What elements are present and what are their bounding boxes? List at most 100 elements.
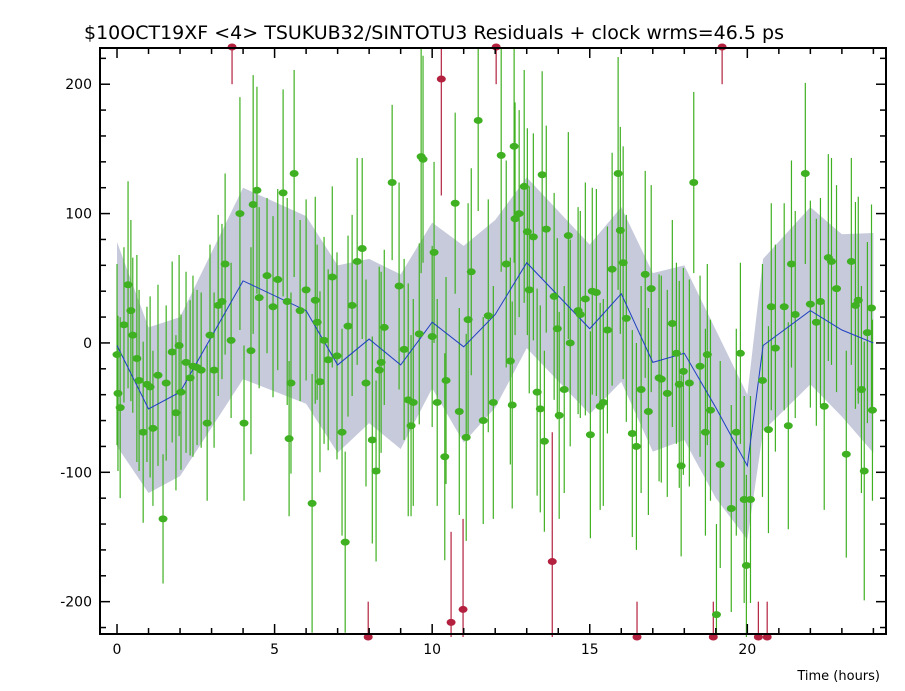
data-point xyxy=(671,349,681,357)
data-point xyxy=(826,257,836,265)
data-point xyxy=(509,142,519,150)
data-point xyxy=(408,398,418,406)
data-point xyxy=(853,296,863,304)
data-point xyxy=(621,314,631,322)
data-point xyxy=(239,419,249,427)
data-point xyxy=(779,303,789,311)
data-point xyxy=(615,226,625,234)
data-point xyxy=(563,232,573,240)
data-point xyxy=(731,428,741,436)
data-point xyxy=(429,248,439,256)
data-point xyxy=(286,379,296,387)
data-point xyxy=(343,322,353,330)
data-point xyxy=(766,303,776,311)
data-point xyxy=(441,376,451,384)
data-point xyxy=(559,386,569,394)
data-point xyxy=(387,179,397,187)
data-point xyxy=(145,383,155,391)
x-tick-label: 10 xyxy=(423,642,441,658)
data-point xyxy=(846,257,856,265)
data-point xyxy=(126,307,136,315)
data-point xyxy=(473,116,483,124)
data-point xyxy=(591,288,601,296)
data-point xyxy=(549,292,559,300)
data-point xyxy=(770,344,780,352)
data-point xyxy=(167,348,177,356)
data-point xyxy=(414,330,424,338)
data-point xyxy=(815,298,825,306)
data-point xyxy=(406,422,416,430)
data-point xyxy=(148,424,158,432)
data-point xyxy=(627,429,637,437)
data-point xyxy=(613,169,623,177)
data-point xyxy=(514,210,524,218)
data-point xyxy=(374,366,384,374)
data-point xyxy=(528,233,538,241)
data-point xyxy=(532,388,542,396)
data-point xyxy=(805,300,815,308)
data-point xyxy=(161,379,171,387)
data-point xyxy=(618,259,628,267)
data-point xyxy=(284,435,294,443)
data-point xyxy=(427,332,437,340)
data-point xyxy=(248,201,258,209)
outlier-point xyxy=(436,75,446,83)
data-point xyxy=(678,367,688,375)
outlier-point xyxy=(632,633,642,641)
y-tick-label: 100 xyxy=(65,207,92,223)
data-point xyxy=(450,199,460,207)
data-point xyxy=(483,312,493,320)
data-point xyxy=(371,467,381,475)
data-point xyxy=(667,320,677,328)
data-point xyxy=(315,378,325,386)
data-point xyxy=(783,422,793,430)
data-point xyxy=(466,268,476,276)
data-point xyxy=(202,419,212,427)
data-point xyxy=(867,406,877,414)
data-point xyxy=(327,273,337,281)
data-point xyxy=(217,298,227,306)
data-point xyxy=(819,402,829,410)
data-point xyxy=(726,505,736,513)
x-axis-label: Time (hours) xyxy=(796,669,880,684)
data-point xyxy=(811,318,821,326)
data-point xyxy=(580,295,590,303)
data-point xyxy=(505,357,515,365)
data-point xyxy=(496,151,506,159)
data-point xyxy=(741,561,751,569)
data-point xyxy=(537,171,547,179)
y-tick-label: 200 xyxy=(65,77,92,93)
data-point xyxy=(132,354,142,362)
data-point xyxy=(674,380,684,388)
data-point xyxy=(598,398,608,406)
outlier-point xyxy=(547,558,557,566)
data-point xyxy=(340,538,350,546)
data-point xyxy=(158,515,168,523)
x-tick-label: 20 xyxy=(738,642,756,658)
data-point xyxy=(867,304,877,312)
data-point xyxy=(153,371,163,379)
data-point xyxy=(646,285,656,293)
data-point xyxy=(319,336,329,344)
y-tick-label: -100 xyxy=(60,465,92,481)
data-point xyxy=(376,358,386,366)
x-tick-label: 0 xyxy=(113,642,122,658)
data-point xyxy=(585,431,595,439)
data-point xyxy=(676,462,686,470)
data-point xyxy=(307,499,317,507)
outlier-point xyxy=(458,605,468,613)
data-point xyxy=(246,347,256,355)
data-point xyxy=(684,379,694,387)
data-point xyxy=(656,375,666,383)
data-point xyxy=(418,155,428,163)
data-point xyxy=(273,276,283,284)
x-tick-label: 15 xyxy=(581,642,599,658)
data-point xyxy=(268,303,278,311)
data-point xyxy=(643,408,653,416)
outlier-point xyxy=(363,633,373,641)
y-tick-label: -200 xyxy=(60,595,92,611)
data-point xyxy=(337,428,347,436)
data-point xyxy=(695,362,705,370)
data-point xyxy=(128,331,138,339)
